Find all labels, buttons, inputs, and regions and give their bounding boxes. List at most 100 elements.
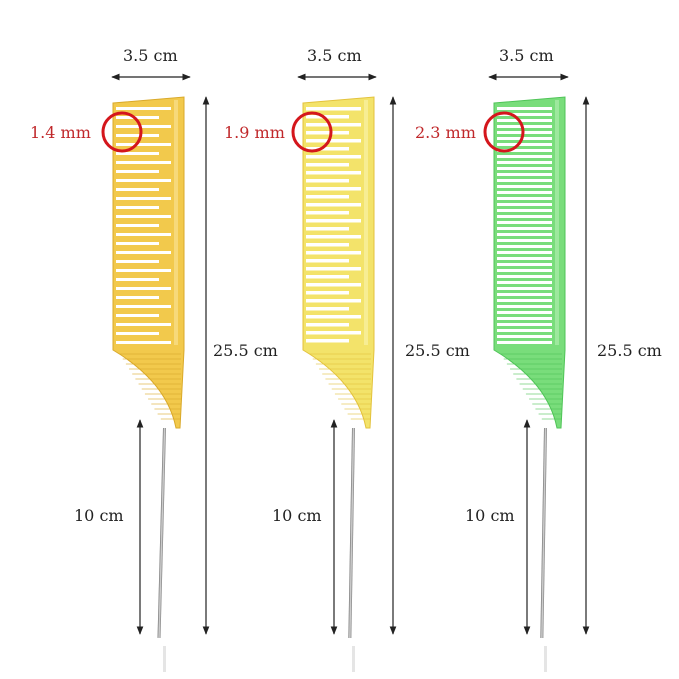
comb-3-width-label: 3.5 cm [499,46,554,65]
comb-1-tooth-spacing-label: 1.4 mm [30,123,91,142]
comb-3-tooth-gap [497,155,552,158]
comb-3-tooth-gap [497,143,552,146]
comb-2-teeth [306,100,368,345]
comb-3-tooth-gap [497,125,552,128]
comb-3-tooth-gap [497,113,552,116]
comb-2-tooth-gap [306,107,361,111]
comb-2-tooth-gap [306,211,349,215]
comb-3-tooth-gap [497,263,552,266]
comb-1-tooth-gap [116,197,171,200]
comb-3-tooth-gap [497,323,552,326]
comb-3-tooth-gap [497,299,552,302]
comb-2-tooth-gap [306,299,361,303]
comb-3-body [493,96,566,429]
comb-2-tooth-gap [306,131,349,135]
comb-3-tooth-gap [497,131,552,134]
comb-3-tooth-gap [497,293,552,296]
comb-1-tooth-gap [116,251,171,254]
comb-3-tooth-highlight-circle [483,111,525,153]
comb-3-tooth-gap [497,167,552,170]
comb-3-tooth-gap [497,239,552,242]
comb-3-length-label: 25.5 cm [597,341,662,360]
comb-1-tooth-gap [116,215,171,218]
comb-2-tooth-gap [306,123,361,127]
comb-3-pin-label: 10 cm [465,506,515,525]
comb-3-tooth-gap [497,191,552,194]
comb-3-tooth-gap [497,335,552,338]
comb-2-tooth-gap [306,275,349,279]
comb-2-tooth-gap [306,115,349,119]
comb-3-tooth-gap [497,281,552,284]
comb-3-tail-ribs [500,353,562,420]
comb-3-tooth-gap [497,107,552,110]
comb-3-teeth [497,100,559,345]
comb-2-tooth-gap [306,307,349,311]
comb-3-tooth-gap [497,275,552,278]
comb-1-tooth-gap [116,224,159,227]
comb-1-tooth-gap [116,242,159,245]
comb-1-tooth-gap [116,287,171,290]
comb-3-tooth-gap [497,119,552,122]
comb-1-length-label: 25.5 cm [213,341,278,360]
comb-3-tooth-gap [497,233,552,236]
comb-2-tooth-gap [306,323,349,327]
comb-1-tooth-gap [116,314,159,317]
comb-1-pin-reflection [163,646,166,672]
comb-2-tooth-gap [306,219,361,223]
comb-1-tooth-gap [116,323,171,326]
comb-2-pin-label: 10 cm [272,506,322,525]
comb-3-tooth-gap [497,197,552,200]
comb-3-tooth-gap [497,305,552,308]
comb-1-tooth-gap [116,305,171,308]
comb-2-length-label: 25.5 cm [405,341,470,360]
comb-2-width-label: 3.5 cm [307,46,362,65]
comb-3-tooth-gap [497,203,552,206]
comb-2-tooth-gap [306,243,349,247]
comb-1-tooth-gap [116,134,159,137]
comb-2-group: 1.9 mm 3.5 cm 25.5 cm 10 cm [224,46,470,672]
comb-1-tooth-gap [116,170,159,173]
comb-3-tooth-gap [497,269,552,272]
comb-3-spine-highlight [555,100,559,345]
comb-2-tooth-gap [306,155,361,159]
comb-1-group: 1.4 mm 3.5 cm 25.5 cm 10 cm [30,46,278,672]
comb-1-tooth-gap [116,296,159,299]
comb-3-tooth-gap [497,185,552,188]
comb-2-spine-highlight [364,100,368,345]
comb-1-tooth-gap [116,269,171,272]
comb-3-tooth-gap [497,161,552,164]
comb-2-tooth-spacing-label: 1.9 mm [224,123,285,142]
comb-3-pin-reflection [544,646,547,672]
comb-1-tooth-gap [116,341,171,344]
comb-2-tooth-gap [306,267,361,271]
comb-1-tail-ribs [119,353,181,420]
comb-3-tooth-gap [497,245,552,248]
comb-2-tooth-gap [306,291,349,295]
comb-3-tooth-gap [497,209,552,212]
comb-1-tooth-gap [116,107,171,110]
comb-2-tooth-gap [306,163,349,167]
comb-2-tooth-gap [306,251,361,255]
comb-2 [302,96,375,429]
comb-2-tooth-gap [306,203,361,207]
comb-2-tooth-gap [306,283,361,287]
comb-2-tooth-gap [306,227,349,231]
comb-2-tooth-gap [306,339,349,343]
comb-3-tooth-gap [497,251,552,254]
comb-1-tooth-gap [116,161,171,164]
comb-3-tooth-gap [497,257,552,260]
comb-2-tooth-gap [306,195,349,199]
comb-2-metal-pin [348,427,355,639]
comb-1-tooth-gap [116,260,159,263]
comb-3-tooth-gap [497,215,552,218]
comb-1-tooth-gap [116,233,171,236]
comb-1-tooth-gap [116,332,159,335]
comb-1-spine-highlight [174,100,178,345]
comb-3-tooth-gap [497,137,552,140]
comb-1-tooth-gap [116,179,171,182]
comb-1-tooth-gap [116,188,159,191]
comb-3-tooth-gap [497,311,552,314]
comb-2-tooth-gap [306,179,349,183]
comb-1-teeth [116,100,178,345]
